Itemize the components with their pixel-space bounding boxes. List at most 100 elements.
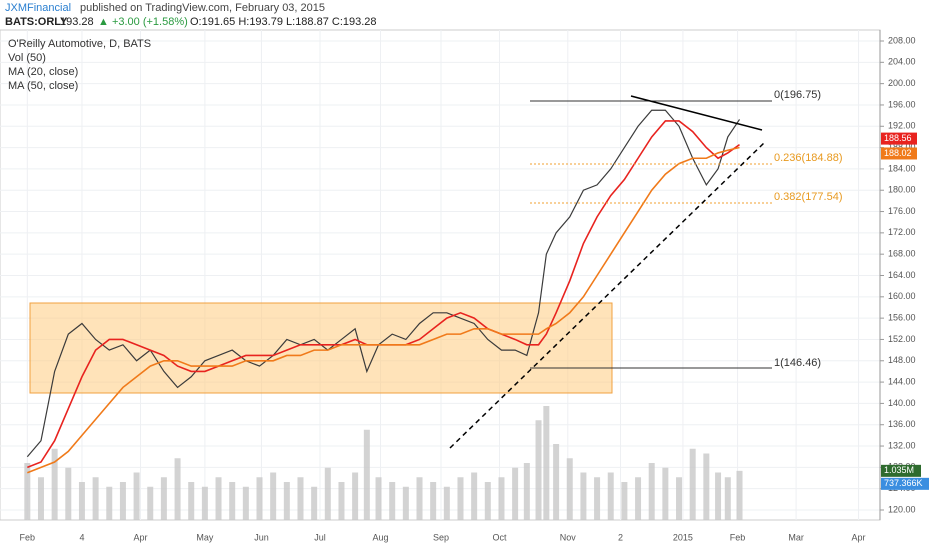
volume-bar <box>188 482 195 520</box>
y-tick-label: 208.00 <box>888 35 916 45</box>
x-tick-label: Jun <box>254 532 269 542</box>
price-tag-bg <box>881 132 917 145</box>
y-tick-label: 144.00 <box>888 376 916 386</box>
y-tick-label: 156.00 <box>888 313 916 323</box>
y-tick-label: 176.00 <box>888 206 916 216</box>
y-tick-label: 164.00 <box>888 270 916 280</box>
author[interactable]: JXMFinancial <box>5 2 71 14</box>
x-tick-label: May <box>196 532 214 542</box>
legend-entry: Vol (50) <box>8 52 46 64</box>
y-tick-label: 168.00 <box>888 249 916 259</box>
y-tick-label: 140.00 <box>888 398 916 408</box>
volume-bar <box>147 486 154 520</box>
fib-label: 0(196.75) <box>774 89 821 101</box>
legend-entry: MA (20, close) <box>8 66 78 78</box>
range-box <box>29 302 613 394</box>
volume-tag-bg <box>881 464 921 477</box>
volume-ma-tag-bg <box>881 477 929 490</box>
published: published on TradingView.com, February 0… <box>80 2 325 14</box>
volume-bar <box>543 406 550 520</box>
last-price: 193.28 <box>60 16 94 28</box>
volume-bar <box>535 420 542 520</box>
price-tag: 188.02 <box>884 148 912 158</box>
volume-bar <box>635 477 642 520</box>
y-tick-label: 160.00 <box>888 291 916 301</box>
volume-bar <box>703 453 710 520</box>
volume-bar <box>523 463 530 520</box>
change: ▲ +3.00 (+1.58%) <box>98 16 188 28</box>
volume-bar <box>402 486 409 520</box>
price-tag-bg <box>881 147 917 160</box>
x-tick-label: Nov <box>560 532 577 542</box>
y-tick-label: 180.00 <box>888 185 916 195</box>
volume-bar <box>297 477 304 520</box>
y-tick-label: 192.00 <box>888 121 916 131</box>
x-tick-label: Sep <box>433 532 449 542</box>
fib-label: 0.382(177.54) <box>774 191 843 203</box>
volume-bar <box>256 477 263 520</box>
volume-bar <box>621 482 628 520</box>
y-tick-label: 172.00 <box>888 227 916 237</box>
y-tick-label: 132.00 <box>888 440 916 450</box>
volume-bar <box>676 477 683 520</box>
y-tick-label: 136.00 <box>888 419 916 429</box>
volume-bar <box>92 477 99 520</box>
volume-bar <box>311 486 318 520</box>
x-tick-label: Jul <box>314 532 326 542</box>
volume-bar <box>133 472 140 520</box>
volume-bar <box>363 429 370 520</box>
series-line <box>27 146 740 474</box>
volume-bar <box>338 482 345 520</box>
volume-bar <box>352 472 359 520</box>
volume-bar <box>389 482 396 520</box>
volume-bar <box>484 482 491 520</box>
volume-bar <box>715 472 722 520</box>
volume-bar <box>689 448 696 520</box>
x-tick-label: 2015 <box>673 532 693 542</box>
legend: Vol (50) MA (20, close) MA (50, close) <box>8 52 78 92</box>
volume-bar <box>215 477 222 520</box>
volume-bar <box>457 477 464 520</box>
volume-bar <box>106 486 113 520</box>
volume-bar <box>174 458 181 520</box>
volume-bar <box>37 477 44 520</box>
volume-ma-tag: 737.366K <box>884 478 923 488</box>
volume-bar <box>160 477 167 520</box>
volume-bar <box>443 486 450 520</box>
volume-bar <box>607 472 614 520</box>
volume-bar <box>270 472 277 520</box>
volume-bar <box>512 467 519 520</box>
y-tick-label: 204.00 <box>888 57 916 67</box>
x-tick-label: Apr <box>852 532 866 542</box>
y-tick-label: 188.00 <box>888 142 916 152</box>
y-tick-label: 120.00 <box>888 504 916 514</box>
price-tag: 188.56 <box>884 133 912 143</box>
volume-bar <box>51 448 58 520</box>
volume-bar <box>283 482 290 520</box>
x-tick-label: Feb <box>730 532 746 542</box>
y-tick-label: 148.00 <box>888 355 916 365</box>
volume-bar <box>566 458 573 520</box>
volume-bar <box>242 486 249 520</box>
x-tick-label: Feb <box>20 532 36 542</box>
x-tick-label: Oct <box>493 532 508 542</box>
volume-bar <box>594 477 601 520</box>
volume-bar <box>736 470 743 520</box>
legend-title: O'Reilly Automotive, D, BATS <box>8 38 151 50</box>
volume-bar <box>498 477 505 520</box>
y-tick-label: 196.00 <box>888 99 916 109</box>
volume-bar <box>229 482 236 520</box>
volume-bar <box>65 467 72 520</box>
resistance-trendline <box>630 95 763 131</box>
symbol: BATS:ORLY <box>5 16 68 28</box>
volume-bar <box>430 482 437 520</box>
volume-bar <box>375 477 382 520</box>
y-tick-label: 200.00 <box>888 78 916 88</box>
fib-label: 1(146.46) <box>774 357 821 369</box>
support-trendline <box>449 141 766 449</box>
fib-label: 0.236(184.88) <box>774 152 843 164</box>
price-lines <box>26 109 741 474</box>
x-tick-label: Apr <box>133 532 147 542</box>
volume-tag: 1.035M <box>884 465 914 475</box>
